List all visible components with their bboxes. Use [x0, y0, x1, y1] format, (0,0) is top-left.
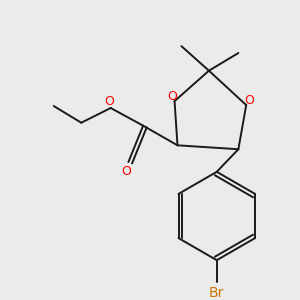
Text: O: O	[168, 90, 178, 103]
Text: Br: Br	[209, 286, 224, 300]
Text: O: O	[244, 94, 254, 106]
Text: O: O	[122, 165, 131, 178]
Text: O: O	[104, 94, 114, 108]
